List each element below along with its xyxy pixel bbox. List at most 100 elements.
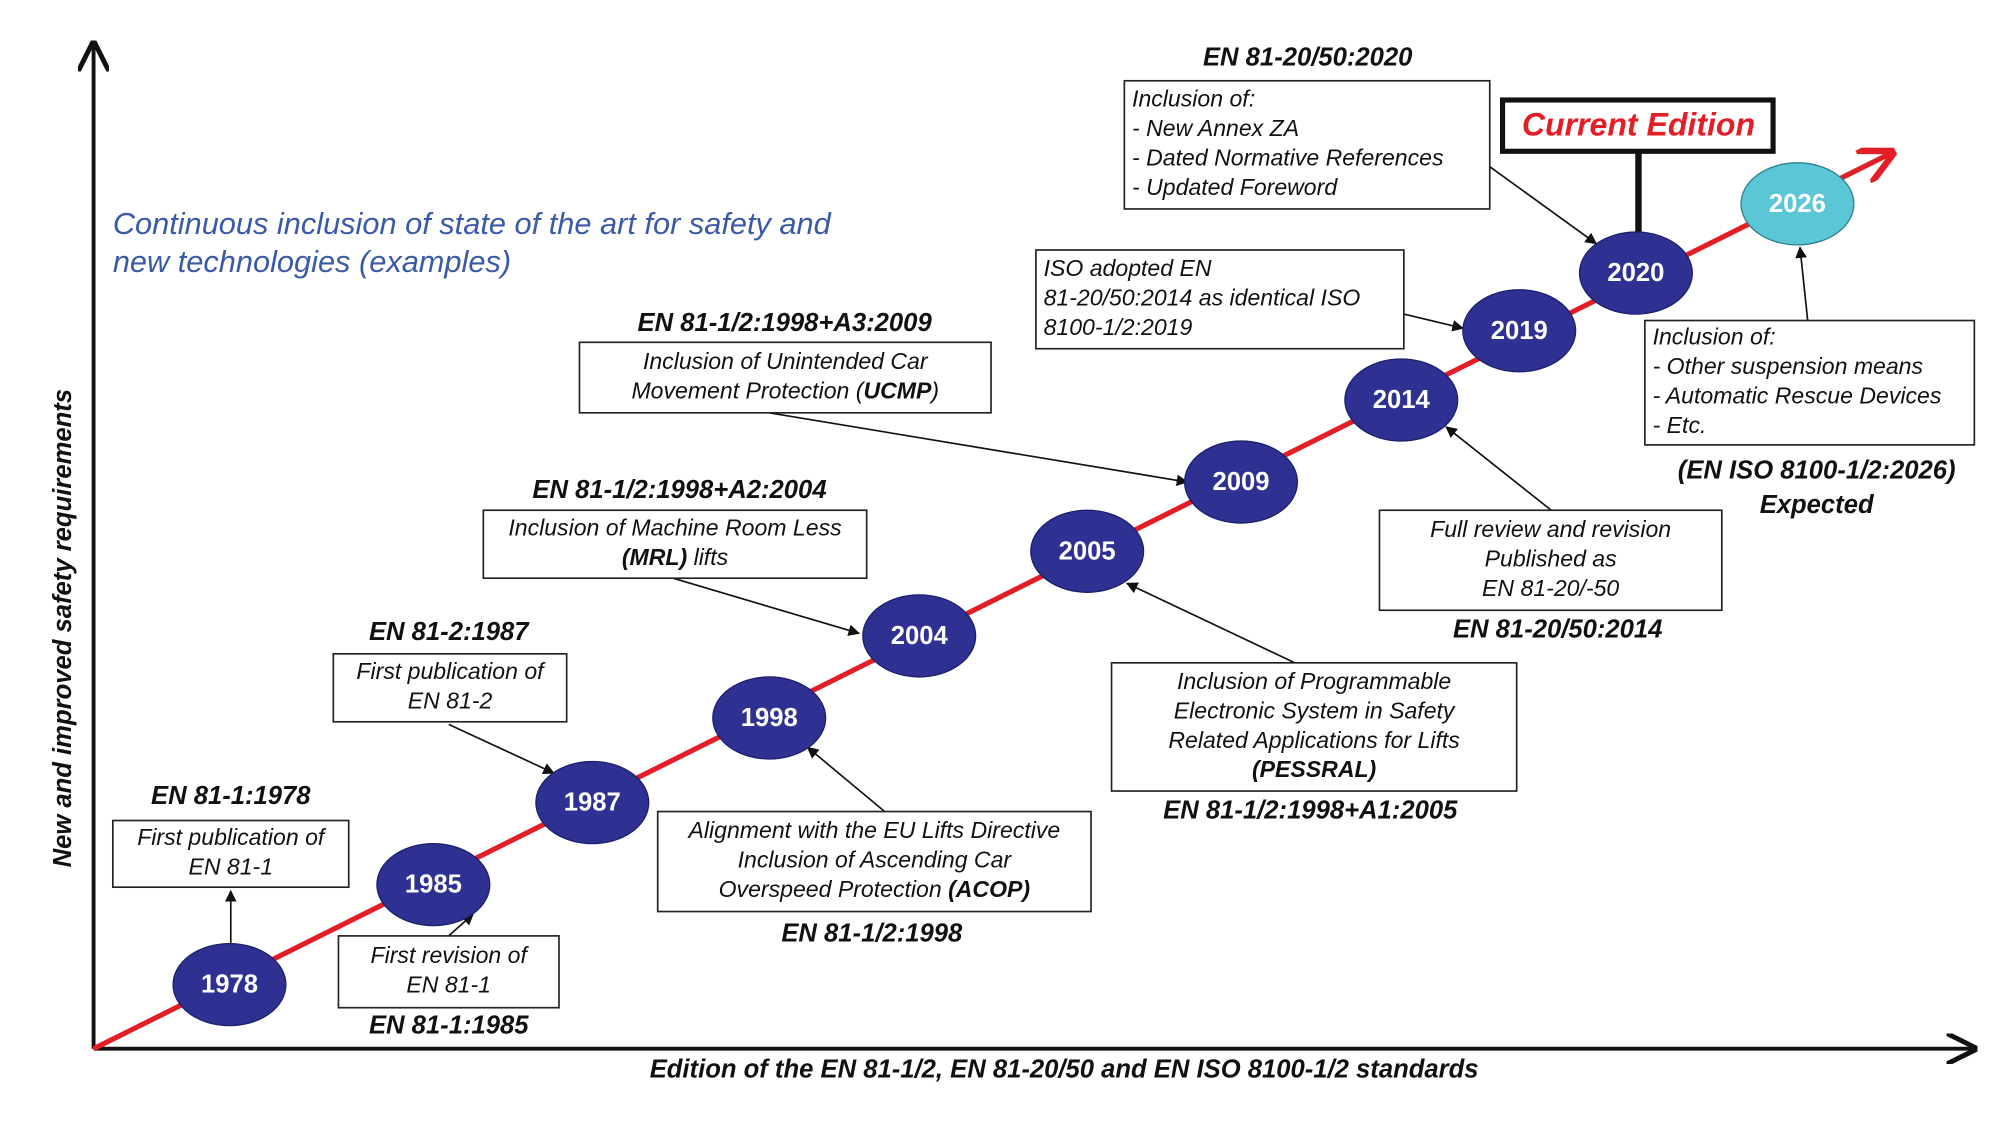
callout-text: Full review and revision — [1430, 516, 1671, 542]
standard-label: EN 81-1/2:1998+A1:2005 — [1163, 796, 1458, 824]
standard-label: EN 81-20/50:2020 — [1203, 44, 1412, 72]
callout-text: - Automatic Rescue Devices — [1653, 383, 1942, 409]
milestone — [1030, 509, 1145, 593]
milestone — [1740, 162, 1855, 246]
callout-text: Inclusion of: — [1653, 324, 1776, 350]
callout-text: ISO adopted EN — [1044, 255, 1212, 281]
callout-arrow — [1445, 426, 1552, 511]
milestone-year: 2005 — [1059, 537, 1116, 565]
text-span: ) — [928, 377, 939, 403]
milestone-year: 1985 — [405, 871, 462, 899]
callout-box — [1123, 79, 1491, 210]
standard-label: EN 81-1/2:1998 — [781, 919, 963, 947]
milestone-year: 2026 — [1769, 190, 1826, 218]
callout-text: EN 81-2 — [408, 688, 493, 714]
milestone-year: 1987 — [564, 789, 621, 817]
milestone — [172, 942, 287, 1027]
text-span: Overspeed Protection — [719, 876, 948, 902]
milestone-year: 2004 — [891, 622, 949, 650]
callout-arrow — [448, 913, 474, 937]
expected-note: Expected — [1760, 491, 1875, 519]
subtitle: Continuous inclusion of state of the art… — [113, 206, 832, 241]
milestone — [1183, 440, 1299, 524]
current-edition-box — [1500, 97, 1776, 154]
callout-text: Inclusion of Ascending Car — [738, 847, 1013, 873]
text-span: UCMP — [863, 377, 932, 403]
callout-box — [656, 810, 1092, 913]
callout-box — [578, 341, 992, 414]
callout-text: - Other suspension means — [1653, 353, 1924, 379]
callout-text: - Updated Foreword — [1132, 174, 1338, 200]
milestone-year: 1998 — [741, 704, 798, 732]
callout-text: Inclusion of Programmable — [1177, 668, 1451, 694]
text-span: (PESSRAL) — [1252, 756, 1376, 782]
text-span: lifts — [687, 544, 728, 570]
callout-text: EN 81-1 — [406, 972, 491, 998]
callout-box — [332, 653, 568, 723]
text-span: (MRL) — [622, 544, 687, 570]
callout-text: - Dated Normative References — [1132, 145, 1444, 171]
callout-arrow — [448, 723, 555, 774]
callout-box — [1035, 249, 1405, 350]
milestone-year: 1978 — [201, 971, 258, 999]
callout-text: (MRL) lifts — [622, 544, 729, 570]
callout-arrow — [806, 746, 886, 813]
callout-arrow — [672, 577, 861, 636]
callout-text: (PESSRAL) — [1252, 756, 1376, 782]
callout-text: 8100-1/2:2019 — [1044, 314, 1193, 340]
milestone-year: 2014 — [1373, 386, 1431, 414]
current-edition: Current Edition — [1522, 106, 1755, 142]
milestone — [862, 594, 977, 678]
callout-text: Movement Protection (UCMP) — [631, 377, 939, 403]
milestone-year: 2020 — [1607, 259, 1664, 287]
callout-text: First publication of — [356, 658, 546, 684]
callout-text: - Etc. — [1653, 412, 1707, 438]
milestone — [712, 676, 827, 760]
milestone — [1462, 289, 1577, 373]
standard-label: EN 81-1:1985 — [369, 1012, 529, 1040]
callout-arrow — [1489, 165, 1598, 245]
text-span: Movement Protection ( — [631, 377, 865, 403]
callout-arrow — [1125, 582, 1296, 664]
y-axis-label: New and improved safety requirements — [49, 389, 77, 867]
callout-box — [111, 819, 350, 889]
standard-label: EN 81-20/50:2014 — [1453, 616, 1662, 644]
callout-text: Published as — [1485, 545, 1618, 571]
callout-text: Related Applications for Lifts — [1168, 727, 1460, 753]
callout-arrow — [769, 411, 1189, 487]
callout-text: EN 81-1 — [188, 854, 273, 880]
text-span: (ACOP) — [948, 876, 1030, 902]
callout-arrow — [1795, 246, 1809, 321]
x-axis-label: Edition of the EN 81-1/2, EN 81-20/50 an… — [650, 1055, 1479, 1083]
callout-text: Inclusion of Machine Room Less — [508, 515, 842, 541]
milestone — [1578, 231, 1693, 315]
callout-box — [337, 935, 560, 1009]
milestone-year: 2019 — [1491, 317, 1548, 345]
callout-text: EN 81-20/-50 — [1482, 575, 1619, 601]
callout-text: Inclusion of Unintended Car — [643, 348, 929, 374]
callout-box — [1110, 661, 1518, 792]
callout-text: First revision of — [371, 942, 530, 968]
standard-label: EN 81-1/2:1998+A3:2009 — [638, 309, 933, 337]
callout-text: Overspeed Protection (ACOP) — [719, 876, 1030, 902]
standard-label: EN 81-1/2:1998+A2:2004 — [532, 476, 826, 504]
callout-box — [1644, 319, 1976, 446]
standard-label: EN 81-1:1978 — [151, 782, 311, 810]
callout-text: 81-20/50:2014 as identical ISO — [1044, 284, 1361, 310]
callout-text: - New Annex ZA — [1132, 115, 1299, 141]
standard-label: EN 81-2:1987 — [369, 618, 530, 646]
milestone-year: 2009 — [1213, 468, 1270, 496]
milestone — [376, 842, 491, 927]
callout-arrow — [1403, 313, 1464, 332]
subtitle: new technologies (examples) — [113, 244, 511, 279]
callout-text: Inclusion of: — [1132, 86, 1255, 112]
callout-box — [1378, 509, 1723, 612]
expected-note: (EN ISO 8100-1/2:2026) — [1678, 457, 1956, 485]
callout-text: Electronic System in Safety — [1174, 697, 1456, 723]
callout-text: First publication of — [137, 824, 327, 850]
milestone — [535, 760, 650, 845]
callout-box — [482, 509, 868, 580]
callout-text: Alignment with the EU Lifts Directive — [687, 817, 1061, 843]
milestone — [1344, 358, 1459, 442]
